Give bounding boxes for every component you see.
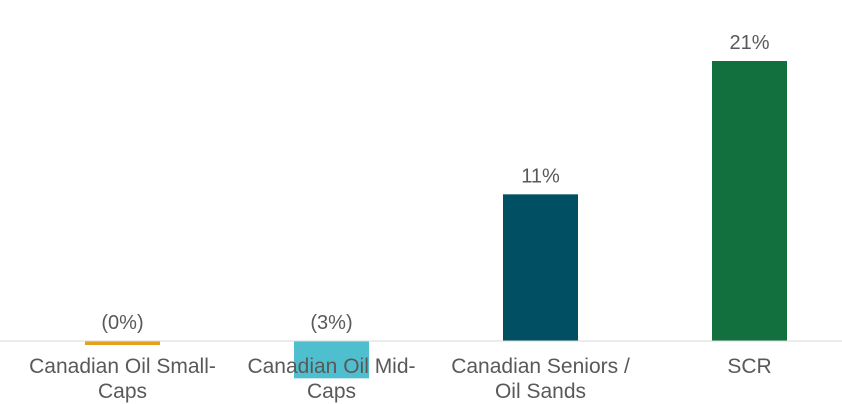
x-tick-label: Canadian Oil Mid-Caps	[247, 355, 416, 403]
x-tick-label: Canadian Seniors / Oil Sands	[451, 355, 630, 403]
value-label: 21%	[729, 32, 769, 54]
bar	[294, 341, 369, 379]
value-label: (3%)	[310, 312, 352, 334]
bar	[503, 194, 578, 341]
value-label: 11%	[521, 165, 560, 187]
value-label: (0%)	[101, 312, 143, 334]
bar	[85, 341, 160, 345]
x-tick-label: Canadian Oil Small-Caps	[29, 355, 216, 403]
bar	[712, 61, 787, 341]
x-tick-label: SCR	[727, 355, 772, 378]
